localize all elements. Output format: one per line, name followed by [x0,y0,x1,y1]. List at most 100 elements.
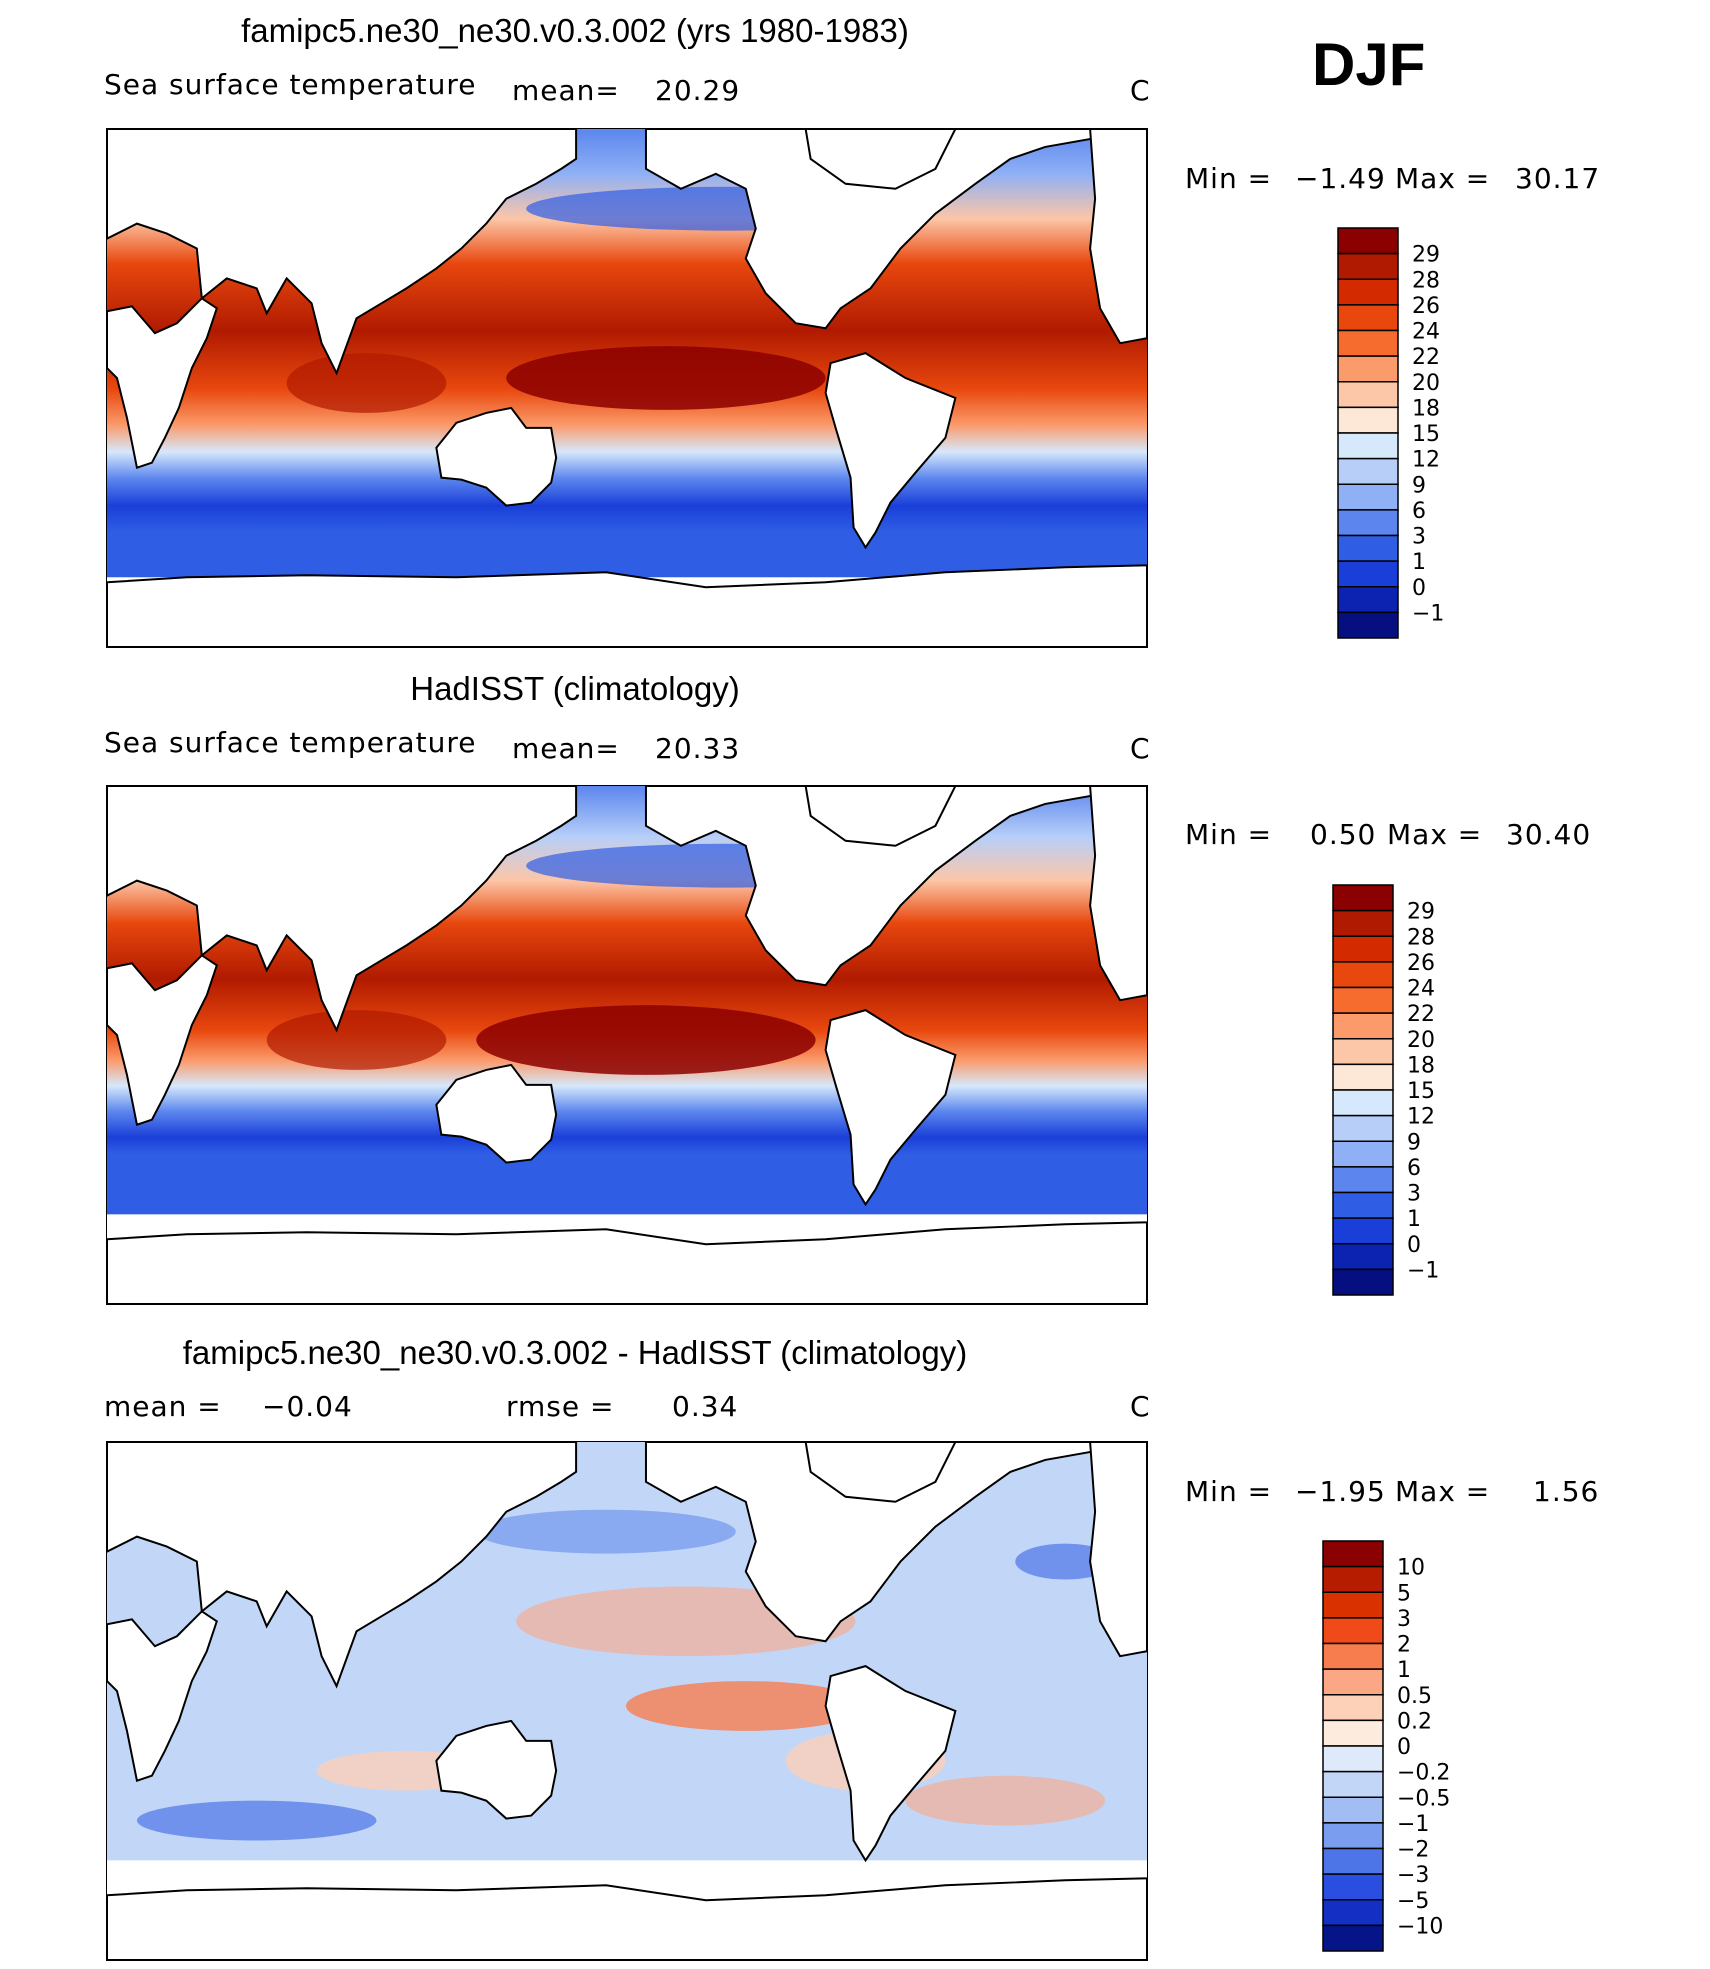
colorbar-segment [1337,227,1399,255]
colorbar-tick-label: 18 [1407,1053,1435,1078]
colorbar-segment [1322,1540,1384,1568]
panel3-rmse-value: 0.34 [672,1390,739,1423]
season-label: DJF [1312,31,1426,98]
colorbar-tick-label: 22 [1412,345,1440,370]
colorbar-tick-label: −2 [1397,1838,1429,1863]
colorbar-tick-label: 24 [1407,977,1435,1002]
colorbar-segment [1332,1038,1394,1066]
panel2-title: HadISST (climatology) [410,670,740,707]
colorbar-tick-label: 15 [1407,1079,1435,1104]
colorbar-segment [1322,1642,1384,1670]
colorbar-segment [1337,586,1399,614]
colorbar-tick-label: 29 [1412,243,1440,268]
panel3-rmse-label: rmse = [506,1390,615,1423]
colorbar-tick-label: 1 [1397,1658,1411,1683]
colorbar-segment [1332,1140,1394,1168]
colorbar-tick-label: 12 [1412,448,1440,473]
colorbar-tick-label: 1 [1407,1207,1421,1232]
colorbar-segment [1332,986,1394,1014]
colorbar-tick-label: 10 [1397,1556,1425,1581]
colorbar-segment [1337,509,1399,537]
colorbar-tick-label: 1 [1412,550,1426,575]
colorbar-segment [1337,304,1399,332]
panel2-min-value: 0.50 [1310,818,1377,851]
colorbar-segment [1322,1694,1384,1722]
colorbar-segment [1332,1243,1394,1271]
colorbar-tick-label: 5 [1397,1581,1411,1606]
panel3-max-label: Max = [1395,1475,1491,1508]
panel1-mean-label: mean= [512,74,620,107]
colorbar-segment [1322,1822,1384,1850]
colorbar-tick-label: 2 [1397,1633,1411,1658]
colorbar-segment [1337,406,1399,434]
panel2-mean-value: 20.33 [655,732,741,765]
panel2-variable-label: Sea surface temperature [104,726,477,759]
panel3-map-svg [107,1442,1147,1960]
colorbar-tick-label: 28 [1412,268,1440,293]
colorbar-tick-label: −1 [1407,1258,1439,1283]
colorbar-tick-label: 0 [1397,1735,1411,1760]
panel3-map [106,1441,1148,1961]
colorbar-segment [1337,355,1399,383]
panel3-min-label: Min = [1185,1475,1273,1508]
colorbar-segment [1322,1847,1384,1875]
colorbar-tick-label: 9 [1412,473,1426,498]
colorbar-segment [1337,278,1399,306]
panel1-colorbar: 29 28 26 24 22 20 18 15 12 9 6 3 1 0 −1 [1337,227,1498,645]
panel2-max-value: 30.40 [1506,818,1592,851]
panel3-colorbar: 10 5 3 2 1 0.5 0.2 0 −0.2 −0.5 −1 −2 −3 −5 −10 [1322,1540,1503,1958]
panel1-map [106,128,1148,648]
panel1-min-label: Min = [1185,162,1273,195]
colorbar-segment [1332,935,1394,963]
colorbar-segment [1337,611,1399,639]
panel2-min-label: Min = [1185,818,1273,851]
colorbar-segment [1337,483,1399,511]
panel1-units: C [1130,74,1151,107]
panel3-max-value: 1.56 [1533,1475,1600,1508]
panel2-map [106,785,1148,1305]
panel1-min-value: −1.49 [1295,162,1386,195]
colorbar-tick-label: 22 [1407,1002,1435,1027]
panel1-max-label: Max = [1395,162,1491,195]
panel3-mean-value: −0.04 [262,1390,353,1423]
colorbar-tick-label: −1 [1412,601,1444,626]
colorbar-segment [1337,457,1399,485]
colorbar-tick-label: −10 [1397,1914,1443,1939]
panel2-max-label: Max = [1387,818,1483,851]
panel1-map-svg [107,129,1147,647]
colorbar-segment [1322,1796,1384,1824]
colorbar-segment [1322,1899,1384,1927]
panel3-units: C [1130,1390,1151,1423]
colorbar-tick-label: 24 [1412,320,1440,345]
colorbar-tick-label: −5 [1397,1889,1429,1914]
colorbar-tick-label: 15 [1412,422,1440,447]
colorbar-segment [1332,1217,1394,1245]
colorbar-segment [1322,1873,1384,1901]
panel2-mean-label: mean= [512,732,620,765]
panel3-min-value: −1.95 [1295,1475,1386,1508]
colorbar-tick-label: 6 [1412,499,1426,524]
colorbar-tick-label: −0.5 [1397,1786,1450,1811]
colorbar-tick-label: 3 [1397,1607,1411,1632]
colorbar-tick-label: 28 [1407,925,1435,950]
colorbar-segment [1332,1012,1394,1040]
panel1-max-value: 30.17 [1515,162,1601,195]
colorbar-segment [1322,1591,1384,1619]
colorbar-tick-label: 26 [1407,951,1435,976]
colorbar-tick-label: −3 [1397,1863,1429,1888]
colorbar-tick-label: 0.5 [1397,1684,1432,1709]
colorbar-tick-label: 3 [1412,525,1426,550]
colorbar-tick-label: 29 [1407,900,1435,925]
panel3-title: famipc5.ne30_ne30.v0.3.002 - HadISST (cl… [182,1334,968,1371]
colorbar-segment [1337,560,1399,588]
panel2-colorbar: 29 28 26 24 22 20 18 15 12 9 6 3 1 0 −1 [1332,884,1493,1302]
colorbar-tick-label: −1 [1397,1812,1429,1837]
colorbar-segment [1322,1719,1384,1747]
colorbar-segment [1332,1114,1394,1142]
colorbar-tick-label: 26 [1412,294,1440,319]
colorbar-segment [1337,329,1399,357]
colorbar-segment [1337,432,1399,460]
colorbar-segment [1337,252,1399,280]
colorbar-segment [1332,1268,1394,1296]
colorbar-segment [1337,381,1399,409]
